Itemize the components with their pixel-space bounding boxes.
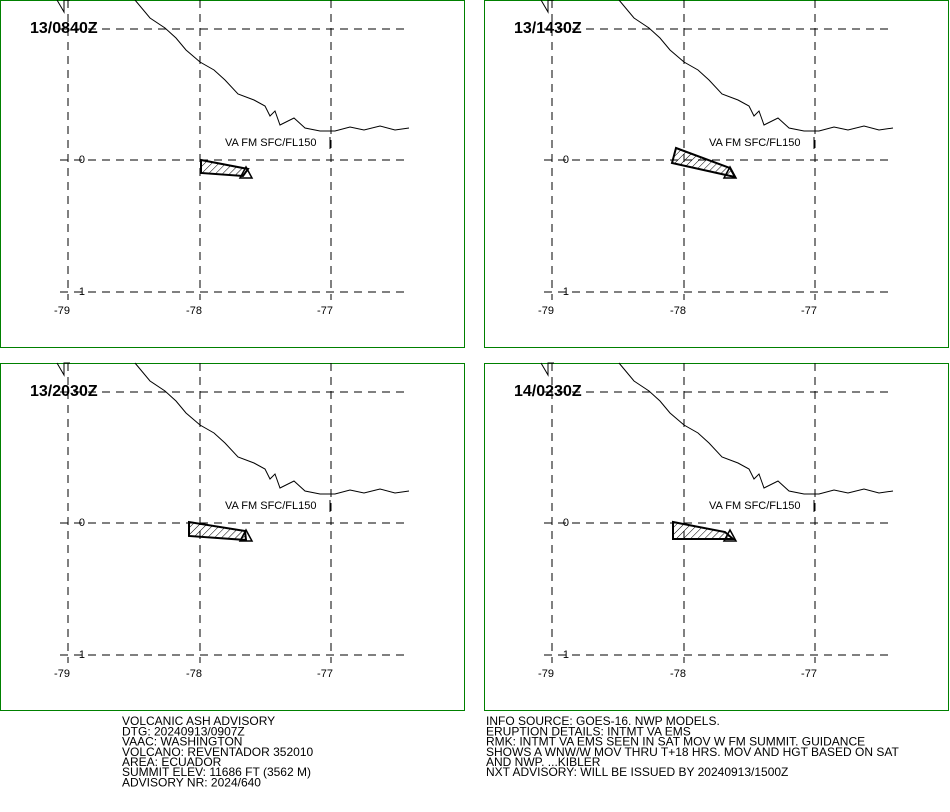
volcano-symbol [722, 165, 738, 179]
volcano-symbol [238, 165, 254, 179]
volcano-symbol [722, 528, 738, 542]
coastline [618, 362, 894, 495]
panel-border [484, 0, 949, 348]
panel-border [0, 0, 465, 348]
lon-label: -78 [670, 668, 686, 680]
lon-label: -77 [317, 668, 333, 680]
ash-label: VA FM SFC/FL150 [225, 137, 317, 149]
summit-marker [56, 362, 70, 377]
advisory-line: ERUPTION DETAILS: INTMT VA EMS [486, 724, 691, 738]
advisory-line: AREA: ECUADOR [122, 755, 222, 769]
lat-label: 0 [79, 517, 85, 529]
advisory-line: VOLCANO: REVENTADOR 352010 [122, 745, 314, 759]
ash-label: VA FM SFC/FL150 [709, 137, 801, 149]
lat-label: 0 [79, 154, 85, 166]
lon-label: -78 [186, 668, 202, 680]
map-panel: 14/0230Z VA FM SFC/FL150 0 -1 -79 -78 -77 [484, 362, 949, 711]
advisory-line: INFO SOURCE: GOES-16. NWP MODELS. [486, 714, 720, 728]
coastline [134, 0, 410, 132]
map-panel: 13/0840Z VA FM SFC/FL150 0 -1 -79 -78 -77 [0, 0, 465, 348]
lon-label: -78 [670, 305, 686, 317]
ash-area [188, 520, 248, 542]
ash-area [670, 146, 737, 179]
map-panel: 13/1430Z VA FM SFC/FL150 0 -1 -79 -78 -77 [484, 0, 949, 348]
map-panel: 13/2030Z VA FM SFC/FL150 0 -1 -79 -78 -77 [0, 362, 465, 711]
advisory-line: DTG: 20240913/0907Z [122, 724, 245, 738]
lat-label: 0 [563, 517, 569, 529]
panel-time: 13/0840Z [30, 20, 98, 37]
lon-label: -77 [801, 305, 817, 317]
lat-label: -1 [559, 286, 569, 298]
lat-label: -1 [75, 649, 85, 661]
lon-label: -79 [538, 668, 554, 680]
advisory-line: NXT ADVISORY: WILL BE ISSUED BY 20240913… [486, 765, 788, 779]
summit-marker [540, 362, 554, 377]
lon-label: -78 [186, 305, 202, 317]
panel-border [484, 363, 949, 711]
lon-label: -77 [317, 305, 333, 317]
lon-label: -79 [538, 305, 554, 317]
advisory-line: SUMMIT ELEV: 11686 FT (3562 M) [122, 765, 311, 779]
coastline [134, 362, 410, 495]
panel-time: 13/1430Z [514, 20, 582, 37]
panel-border [0, 363, 465, 711]
lon-label: -79 [54, 305, 70, 317]
coastline [618, 0, 894, 132]
lat-label: 0 [563, 154, 569, 166]
ash-area [672, 520, 736, 540]
volcano-symbol [238, 528, 254, 542]
lon-label: -77 [801, 668, 817, 680]
panel-time: 13/2030Z [30, 383, 98, 400]
summit-marker [540, 0, 554, 14]
lon-label: -79 [54, 668, 70, 680]
panel-time: 14/0230Z [514, 383, 582, 400]
lat-label: -1 [559, 649, 569, 661]
advisory-line: SHOWS A WNW/W MOV THRU T+18 HRS. MOV AND… [486, 745, 900, 759]
ash-area [200, 158, 250, 178]
lat-label: -1 [75, 286, 85, 298]
ash-label: VA FM SFC/FL150 [225, 500, 317, 512]
advisory-line: VAAC: WASHINGTON [122, 735, 242, 749]
summit-marker [56, 0, 70, 14]
ash-label: VA FM SFC/FL150 [709, 500, 801, 512]
advisory-line: AND NWP. ...KIBLER [486, 755, 601, 769]
advisory-line: VOLCANIC ASH ADVISORY [122, 714, 275, 728]
advisory-line: RMK: INTMT VA EMS SEEN IN SAT MOV W FM S… [486, 735, 865, 749]
advisory-line: ADVISORY NR: 2024/640 [122, 775, 261, 789]
